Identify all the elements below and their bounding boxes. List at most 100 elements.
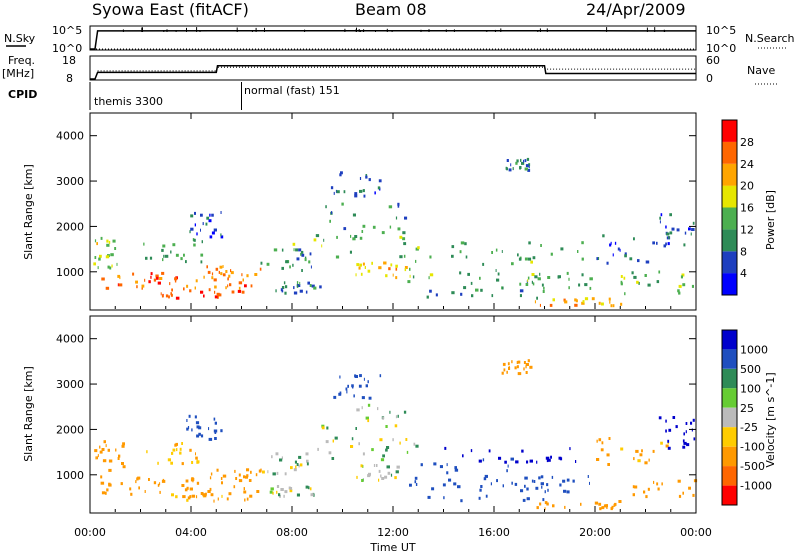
heatmap-cell <box>243 487 245 491</box>
colorbar-swatch <box>722 407 737 428</box>
heatmap-cell <box>475 288 479 292</box>
heatmap-cell <box>656 280 660 284</box>
heatmap-cell <box>552 504 555 508</box>
heatmap-cell <box>171 451 174 455</box>
heatmap-cell <box>305 290 308 294</box>
heatmap-cell <box>525 365 527 369</box>
heatmap-cell <box>99 254 102 258</box>
heatmap-cell <box>692 221 695 225</box>
heatmap-cell <box>304 258 307 262</box>
heatmap-cell <box>220 211 222 214</box>
heatmap-cell <box>433 462 437 466</box>
heatmap-cell <box>359 189 363 193</box>
heatmap-cell <box>632 485 635 489</box>
heatmap-cell <box>118 283 123 287</box>
heatmap-cell <box>652 449 655 453</box>
heatmap-cell <box>246 497 249 501</box>
y-tick-label: 4000 <box>56 130 84 143</box>
heatmap-cell <box>394 476 397 480</box>
heatmap-cell <box>524 167 528 171</box>
heatmap-cell <box>668 428 672 432</box>
velocity-colorbar-tick: 25 <box>740 402 754 415</box>
heatmap-cell <box>189 448 192 452</box>
heatmap-cell <box>292 242 296 246</box>
heatmap-cell <box>594 501 599 505</box>
heatmap-cell <box>429 255 432 259</box>
heatmap-cell <box>389 225 392 229</box>
heatmap-cell <box>311 284 315 288</box>
heatmap-cell <box>636 280 639 284</box>
heatmap-cell <box>262 470 265 474</box>
heatmap-cell <box>365 174 368 177</box>
heatmap-cell <box>581 273 584 277</box>
heatmap-cell <box>339 375 341 379</box>
heatmap-cell <box>482 262 485 266</box>
heatmap-cell <box>355 273 357 277</box>
heatmap-cell <box>589 286 592 290</box>
heatmap-cell <box>275 452 279 456</box>
heatmap-cell <box>367 419 370 423</box>
heatmap-cell <box>552 298 555 302</box>
heatmap-cell <box>540 244 542 247</box>
heatmap-cell <box>96 242 98 246</box>
freq-tick-top: 18 <box>62 54 76 67</box>
heatmap-cell <box>296 284 301 287</box>
power-y-axis: 1000 2000 3000 4000 <box>56 130 696 279</box>
heatmap-cell <box>260 261 263 265</box>
heatmap-cell <box>427 495 431 499</box>
heatmap-cell <box>214 285 217 289</box>
heatmap-cell <box>105 286 110 290</box>
heatmap-cell <box>451 254 454 258</box>
heatmap-cell <box>397 204 400 208</box>
heatmap-cell <box>577 250 579 253</box>
heatmap-cell <box>516 159 519 163</box>
heatmap-cell <box>546 483 549 487</box>
heatmap-cell <box>191 477 195 481</box>
heatmap-cell <box>145 256 148 260</box>
heatmap-cell <box>163 254 165 258</box>
heatmap-cell <box>242 278 244 282</box>
heatmap-cell <box>392 438 394 442</box>
heatmap-cell <box>644 461 648 465</box>
heatmap-cell <box>569 447 571 451</box>
heatmap-cell <box>365 416 369 420</box>
heatmap-cell <box>146 450 148 454</box>
heatmap-cell <box>517 253 519 257</box>
heatmap-cell <box>414 476 418 480</box>
heatmap-cell <box>169 282 171 286</box>
heatmap-cell <box>191 461 194 464</box>
heatmap-cell <box>529 365 533 369</box>
heatmap-cell <box>606 261 609 265</box>
heatmap-cell <box>396 465 400 469</box>
colorbar-swatch <box>722 207 737 230</box>
heatmap-cell <box>120 482 123 486</box>
heatmap-cell <box>108 482 111 486</box>
heatmap-cell <box>294 460 297 464</box>
heatmap-cell <box>503 368 506 372</box>
heatmap-cell <box>373 464 376 467</box>
velocity-colorbar-tick: -100 <box>740 441 765 454</box>
heatmap-cell <box>228 274 231 278</box>
heatmap-cell <box>502 286 504 290</box>
heatmap-cell <box>517 372 522 376</box>
heatmap-cell <box>174 279 177 283</box>
heatmap-cell <box>522 498 526 502</box>
heatmap-cell <box>365 175 368 179</box>
nsky-tick-bottom: 10^0 <box>52 42 82 55</box>
heatmap-cell <box>429 273 434 277</box>
heatmap-cell <box>506 159 509 162</box>
velocity-panel-frame <box>89 315 697 514</box>
heatmap-cell <box>519 282 522 286</box>
heatmap-cell <box>214 431 217 434</box>
heatmap-cell <box>176 448 178 452</box>
heatmap-cell <box>95 456 97 460</box>
velocity-colorbar-tick: 100 <box>740 382 761 395</box>
heatmap-cell <box>559 483 562 487</box>
heatmap-cell <box>238 281 243 285</box>
heatmap-cell <box>641 449 643 453</box>
colorbar-swatch <box>722 251 737 274</box>
heatmap-cell <box>256 490 260 493</box>
heatmap-cell <box>217 295 219 299</box>
heatmap-cell <box>587 475 589 478</box>
time-axis: 00:00 04:00 08:00 12:00 16:00 20:00 00:00 <box>74 113 712 539</box>
